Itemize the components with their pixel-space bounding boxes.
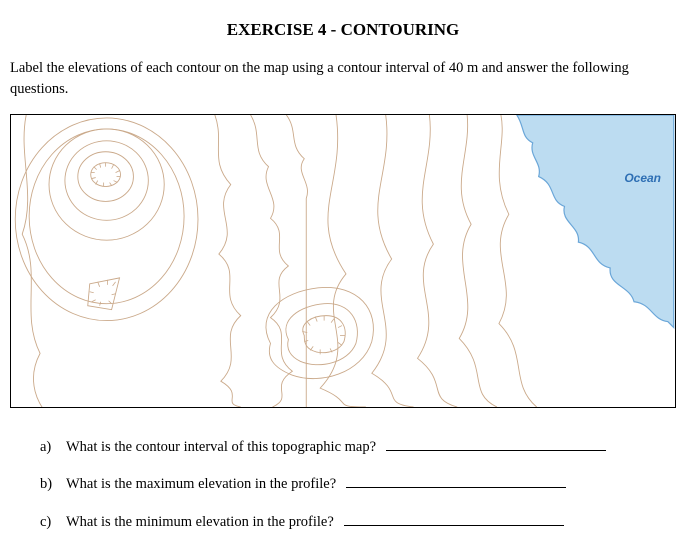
question-text: What is the contour interval of this top… bbox=[66, 439, 376, 456]
question-text: What is the maximum elevation in the pro… bbox=[66, 476, 336, 493]
question-letter: a) bbox=[40, 439, 58, 456]
question-letter: b) bbox=[40, 476, 58, 493]
exercise-title: EXERCISE 4 - CONTOURING bbox=[10, 20, 676, 40]
answer-blank[interactable] bbox=[386, 436, 606, 451]
ocean-label: Ocean bbox=[624, 171, 661, 185]
question-text: What is the minimum elevation in the pro… bbox=[66, 514, 334, 531]
answer-blank[interactable] bbox=[344, 511, 564, 526]
contour-svg bbox=[11, 115, 675, 407]
question-b: b) What is the maximum elevation in the … bbox=[40, 474, 676, 494]
question-list: a) What is the contour interval of this … bbox=[40, 436, 676, 531]
question-c: c) What is the minimum elevation in the … bbox=[40, 511, 676, 531]
question-letter: c) bbox=[40, 514, 58, 531]
contours bbox=[15, 115, 536, 407]
contour-map: Ocean bbox=[10, 114, 676, 408]
hachures-lowerleft bbox=[90, 280, 116, 306]
instruction-text: Label the elevations of each contour on … bbox=[10, 58, 676, 100]
answer-blank[interactable] bbox=[346, 474, 566, 489]
question-a: a) What is the contour interval of this … bbox=[40, 436, 676, 456]
ocean-area bbox=[517, 115, 674, 328]
